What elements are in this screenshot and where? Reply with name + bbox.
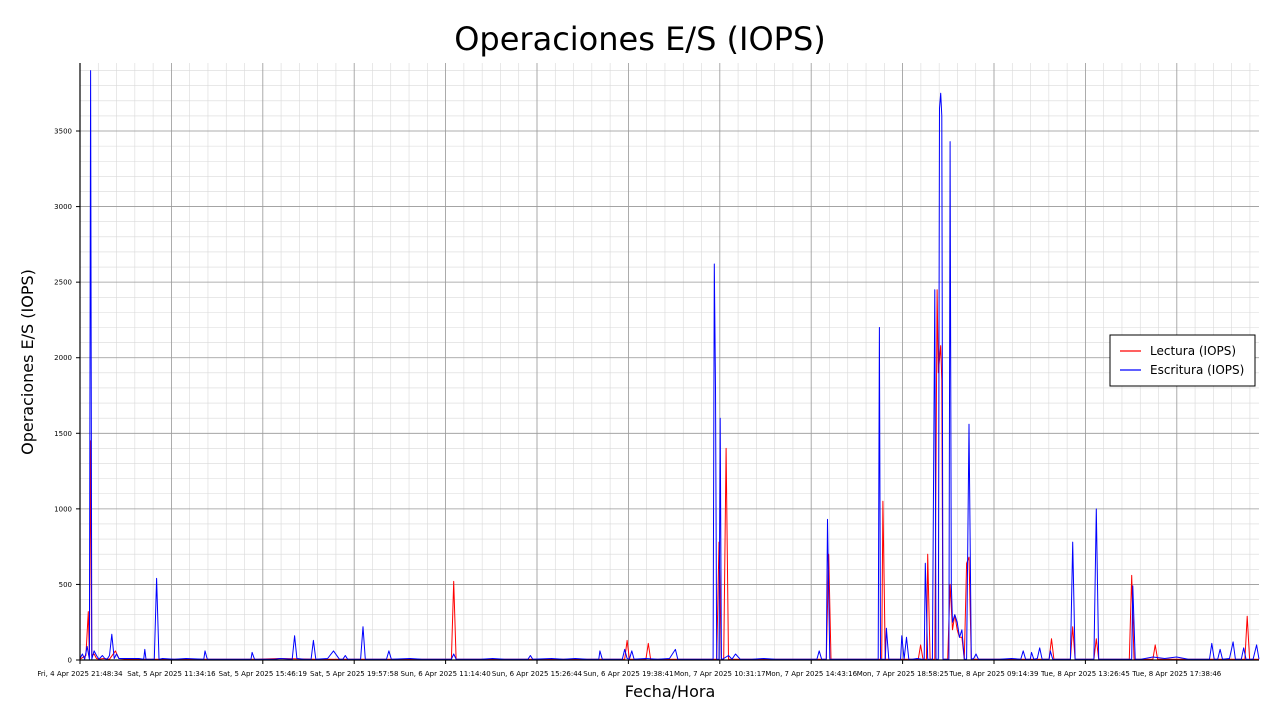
x-tick-label: Tue, 8 Apr 2025 13:26:45 bbox=[1040, 670, 1130, 678]
y-tick-labels: 0 500 1000 1500 2000 2500 3000 3500 bbox=[54, 128, 80, 665]
series-layer bbox=[80, 71, 1259, 660]
x-tick-label: Sun, 6 Apr 2025 11:14:40 bbox=[400, 670, 490, 678]
series-line-escritura bbox=[80, 71, 1259, 660]
x-tick-labels: Fri, 4 Apr 2025 21:48:34 Sat, 5 Apr 2025 … bbox=[37, 660, 1221, 678]
y-tick-label: 2000 bbox=[54, 354, 72, 362]
x-tick-label: Tue, 8 Apr 2025 09:14:39 bbox=[949, 670, 1039, 678]
legend: Lectura (IOPS) Escritura (IOPS) bbox=[1110, 335, 1255, 386]
x-tick-label: Mon, 7 Apr 2025 14:43:16 bbox=[765, 670, 857, 678]
chart-title: Operaciones E/S (IOPS) bbox=[454, 20, 826, 58]
legend-label: Escritura (IOPS) bbox=[1150, 363, 1244, 377]
y-tick-label: 3500 bbox=[54, 128, 72, 136]
y-tick-label: 1500 bbox=[54, 430, 72, 438]
y-tick-label: 1000 bbox=[54, 505, 72, 513]
x-tick-label: Sun, 6 Apr 2025 19:38:41 bbox=[583, 670, 673, 678]
y-tick-label: 0 bbox=[68, 657, 72, 665]
x-tick-label: Sat, 5 Apr 2025 19:57:58 bbox=[310, 670, 398, 678]
y-tick-label: 3000 bbox=[54, 203, 72, 211]
legend-label: Lectura (IOPS) bbox=[1150, 344, 1236, 358]
x-tick-label: Mon, 7 Apr 2025 18:58:25 bbox=[857, 670, 949, 678]
x-tick-label: Fri, 4 Apr 2025 21:48:34 bbox=[37, 670, 123, 678]
grid-major bbox=[80, 63, 1259, 660]
axes bbox=[80, 63, 1259, 660]
x-tick-label: Sat, 5 Apr 2025 15:46:19 bbox=[219, 670, 307, 678]
x-tick-label: Sun, 6 Apr 2025 15:26:44 bbox=[492, 670, 583, 678]
y-axis-label: Operaciones E/S (IOPS) bbox=[18, 269, 37, 455]
x-tick-label: Mon, 7 Apr 2025 10:31:17 bbox=[674, 670, 766, 678]
x-tick-label: Sat, 5 Apr 2025 11:34:16 bbox=[127, 670, 216, 678]
x-axis-label: Fecha/Hora bbox=[625, 682, 716, 701]
x-tick-label: Tue, 8 Apr 2025 17:38:46 bbox=[1131, 670, 1221, 678]
grid-minor bbox=[80, 63, 1259, 660]
legend-box bbox=[1110, 335, 1255, 386]
series-line-lectura bbox=[80, 290, 1259, 660]
y-tick-label: 2500 bbox=[54, 279, 72, 287]
y-tick-label: 500 bbox=[59, 581, 72, 589]
